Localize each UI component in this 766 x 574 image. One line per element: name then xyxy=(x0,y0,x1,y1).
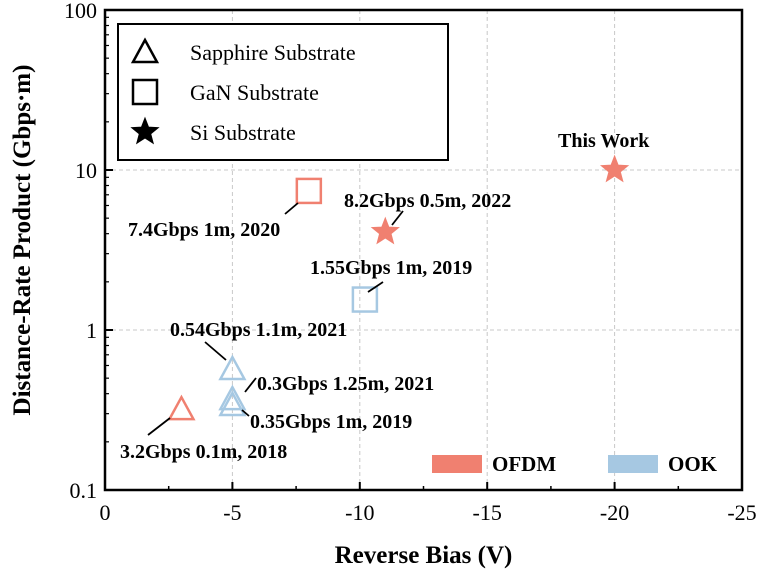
x-tick-label: 0 xyxy=(100,500,111,525)
data-point xyxy=(599,154,630,183)
point-annotation: This Work xyxy=(558,130,650,152)
y-tick-label: 10 xyxy=(75,158,97,183)
shape-legend-box xyxy=(117,23,449,161)
data-points xyxy=(167,154,630,421)
x-tick-label: -10 xyxy=(345,500,374,525)
data-point xyxy=(295,177,323,205)
x-tick-label: -20 xyxy=(600,500,629,525)
color-legend-swatch xyxy=(432,455,482,473)
point-annotation: 3.2Gbps 0.1m, 2018 xyxy=(120,441,287,463)
color-legend-label: OFDM xyxy=(492,452,556,476)
shape-legend: Sapphire Substrate GaN Substrate Si Substr… xyxy=(117,23,449,161)
y-axis-title: Distance-Rate Product (Gbps·m) xyxy=(9,65,36,416)
shape-legend-label: Si Substrate xyxy=(190,120,296,145)
shape-legend-label: Sapphire Substrate xyxy=(190,40,356,65)
x-axis-title: Reverse Bias (V) xyxy=(335,542,513,569)
annotation-leader xyxy=(204,341,227,361)
annotation-leader xyxy=(241,409,250,417)
shape-legend-label: GaN Substrate xyxy=(190,80,319,105)
data-point xyxy=(218,390,247,417)
point-annotation: 8.2Gbps 0.5m, 2022 xyxy=(344,190,511,212)
axis-ticks: 0 -5 -10 -15 -20 -25 0.1 1 10 100 xyxy=(64,0,757,525)
annotation-leader xyxy=(244,377,257,393)
y-tick-label: 100 xyxy=(64,0,97,23)
annotation-leader xyxy=(284,202,299,215)
data-point xyxy=(167,394,196,421)
x-tick-label: -5 xyxy=(223,500,241,525)
annotation-leader xyxy=(391,210,404,226)
x-tick-label: -15 xyxy=(473,500,502,525)
data-point xyxy=(370,216,400,245)
color-legend-swatch xyxy=(608,455,658,473)
x-tick-label: -25 xyxy=(727,500,756,525)
point-annotation: 7.4Gbps 1m, 2020 xyxy=(128,219,280,241)
annotation-leader xyxy=(147,417,171,436)
legend-triangle-icon xyxy=(130,37,160,64)
data-point xyxy=(351,286,379,313)
point-annotation: 0.54Gbps 1.1m, 2021 xyxy=(170,319,347,341)
point-annotations: 3.2Gbps 0.1m, 2018 0.54Gbps 1.1m, 2021 0.3… xyxy=(120,130,650,463)
point-annotation: 0.3Gbps 1.25m, 2021 xyxy=(257,373,434,395)
data-point xyxy=(218,384,247,411)
color-legend: OFDM OOK xyxy=(432,452,718,476)
legend-square-icon xyxy=(131,78,159,106)
point-annotation: 0.35Gbps 1m, 2019 xyxy=(250,411,412,433)
data-point xyxy=(218,354,247,381)
legend-star-icon xyxy=(130,116,160,145)
point-annotation: 1.55Gbps 1m, 2019 xyxy=(310,257,472,279)
y-tick-label: 1 xyxy=(86,318,97,343)
color-legend-label: OOK xyxy=(668,452,718,476)
annotation-leader xyxy=(367,281,384,293)
y-tick-label: 0.1 xyxy=(70,478,98,503)
